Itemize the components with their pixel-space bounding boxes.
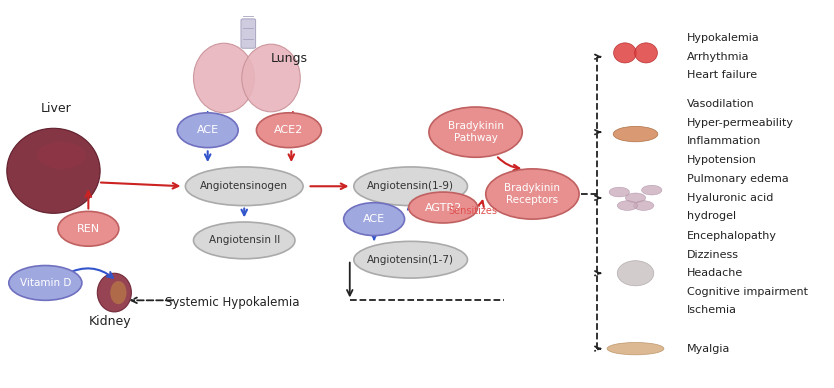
Ellipse shape	[7, 128, 100, 213]
Text: Ischemia: Ischemia	[686, 305, 736, 315]
Text: Cognitive impairment: Cognitive impairment	[686, 287, 807, 297]
Ellipse shape	[98, 273, 132, 312]
Text: Systemic Hypokalemia: Systemic Hypokalemia	[165, 296, 299, 309]
Text: REN: REN	[77, 224, 100, 234]
Ellipse shape	[242, 44, 300, 112]
Ellipse shape	[429, 107, 522, 157]
Text: Encephalopathy: Encephalopathy	[686, 231, 776, 241]
Text: ACE2: ACE2	[274, 125, 304, 135]
Ellipse shape	[193, 222, 295, 259]
Ellipse shape	[185, 167, 303, 206]
Ellipse shape	[635, 43, 657, 63]
Ellipse shape	[354, 167, 468, 206]
Text: Myalgia: Myalgia	[686, 344, 730, 353]
Text: Lungs: Lungs	[270, 52, 308, 65]
Ellipse shape	[617, 261, 654, 286]
Ellipse shape	[626, 193, 646, 203]
Ellipse shape	[110, 281, 127, 304]
Text: Angiotensin II: Angiotensin II	[208, 236, 280, 245]
Ellipse shape	[613, 126, 658, 142]
Text: Dizziness: Dizziness	[686, 250, 739, 260]
Ellipse shape	[409, 192, 478, 223]
Ellipse shape	[9, 265, 82, 300]
Ellipse shape	[193, 43, 254, 113]
Ellipse shape	[178, 113, 239, 147]
Text: Angiotensin(1-7): Angiotensin(1-7)	[367, 255, 455, 265]
Text: Vasodilation: Vasodilation	[686, 99, 755, 109]
Text: AGTR2: AGTR2	[425, 203, 462, 213]
Ellipse shape	[256, 113, 321, 147]
Text: Angiotensinogen: Angiotensinogen	[200, 181, 289, 191]
Text: Heart failure: Heart failure	[686, 70, 756, 80]
Ellipse shape	[607, 343, 664, 355]
Text: Sensitizes: Sensitizes	[449, 206, 498, 217]
Text: Bradykinin
Receptors: Bradykinin Receptors	[505, 183, 560, 205]
Text: Inflammation: Inflammation	[686, 137, 761, 146]
FancyBboxPatch shape	[241, 19, 255, 48]
Ellipse shape	[609, 187, 630, 197]
Text: hydrogel: hydrogel	[686, 211, 736, 222]
Text: Kidney: Kidney	[89, 315, 132, 328]
Ellipse shape	[641, 185, 662, 195]
Text: Liver: Liver	[41, 102, 71, 116]
Text: Hypokalemia: Hypokalemia	[686, 33, 760, 43]
Text: Hypotension: Hypotension	[686, 155, 756, 165]
Text: Pulmonary edema: Pulmonary edema	[686, 174, 788, 184]
Text: ACE: ACE	[363, 214, 385, 224]
Text: Headache: Headache	[686, 268, 743, 278]
Text: Vitamin D: Vitamin D	[20, 278, 71, 288]
Text: Hyper-permeability: Hyper-permeability	[686, 118, 794, 128]
Ellipse shape	[58, 211, 118, 246]
Ellipse shape	[38, 142, 86, 169]
Text: Hyaluronic acid: Hyaluronic acid	[686, 193, 773, 203]
Text: Angiotensin(1-9): Angiotensin(1-9)	[367, 181, 455, 191]
Text: Arrhythmia: Arrhythmia	[686, 52, 749, 62]
Ellipse shape	[485, 169, 579, 219]
Ellipse shape	[354, 241, 468, 278]
Ellipse shape	[617, 201, 637, 210]
Text: Bradykinin
Pathway: Bradykinin Pathway	[448, 121, 504, 143]
Text: ACE: ACE	[197, 125, 219, 135]
Ellipse shape	[634, 201, 654, 210]
Ellipse shape	[614, 43, 636, 63]
Ellipse shape	[344, 203, 404, 236]
